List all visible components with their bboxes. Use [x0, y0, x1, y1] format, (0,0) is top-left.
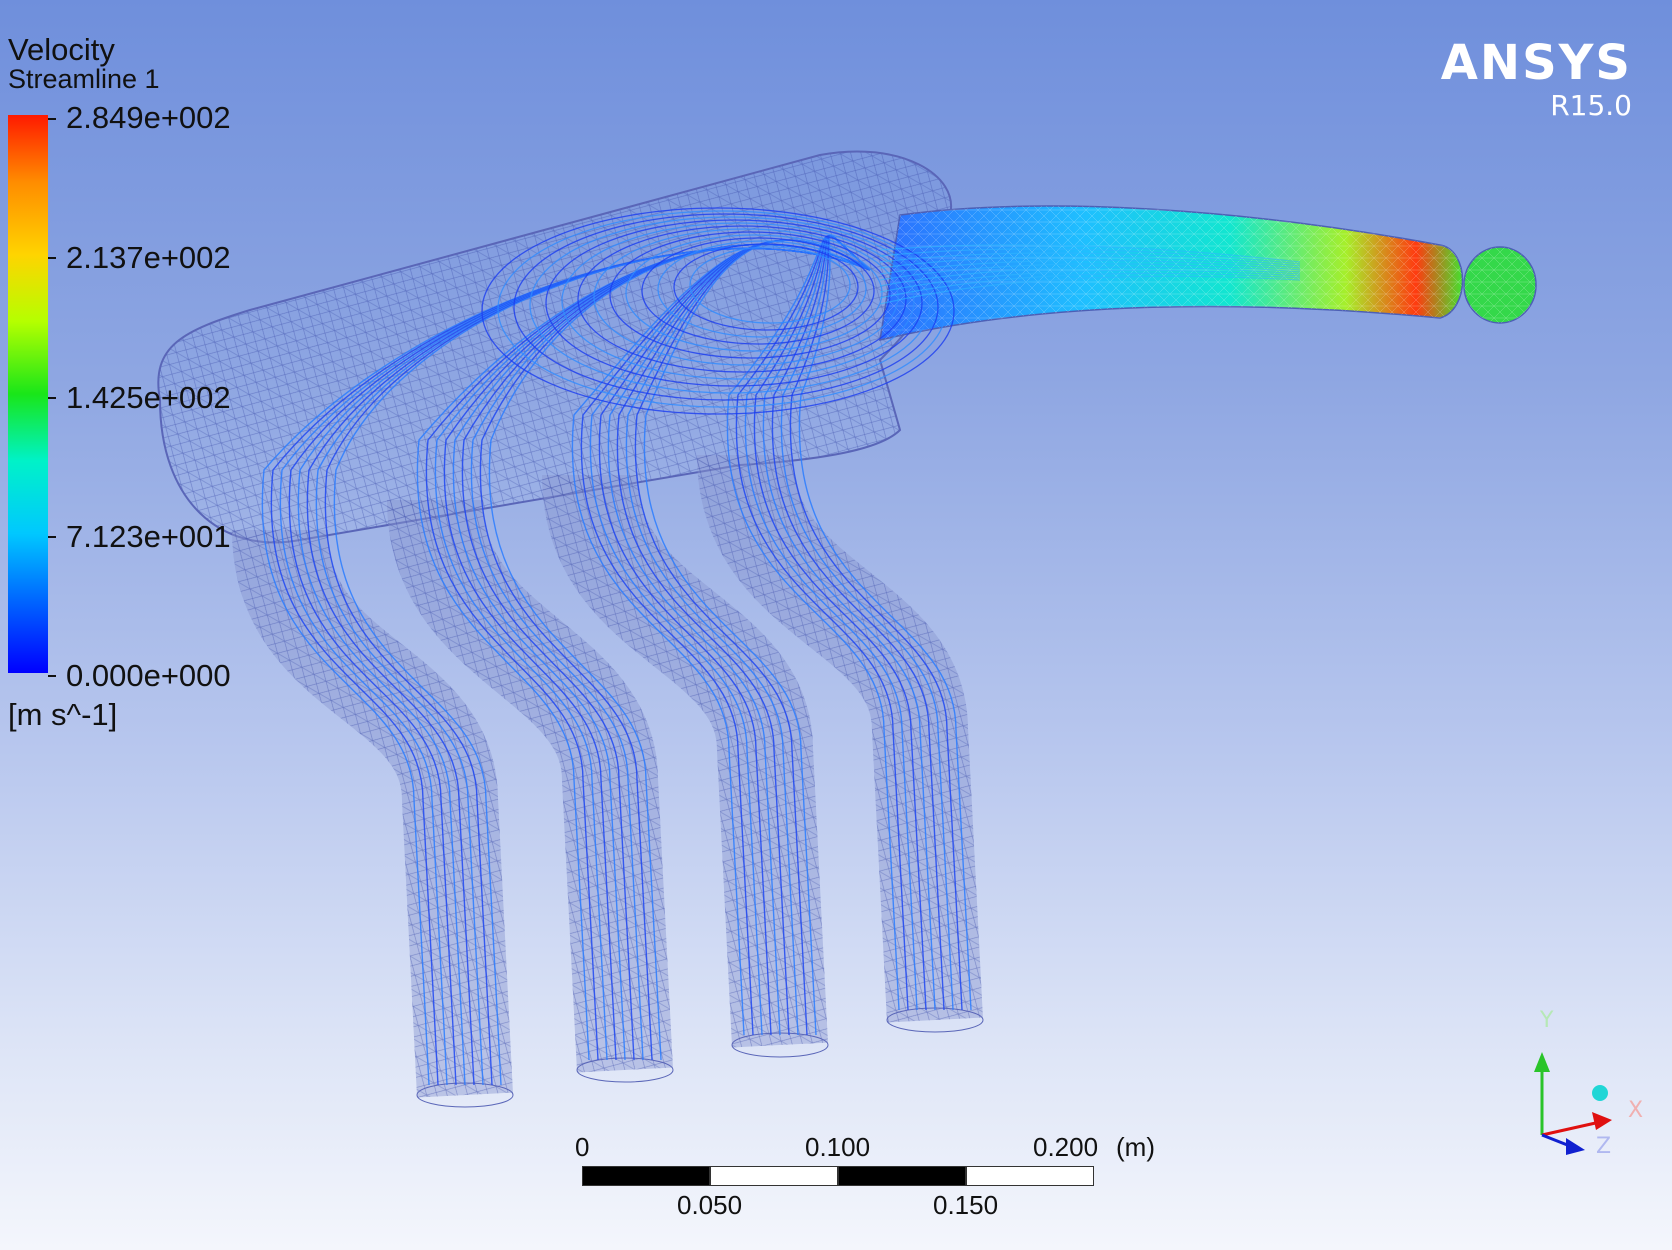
streamline — [879, 263, 1301, 281]
axis-label-y: Y — [1540, 1008, 1554, 1033]
streamline-swirl — [689, 246, 851, 324]
streamline — [879, 269, 1301, 293]
legend-tick-4: 0.000e+000 — [66, 658, 231, 693]
legend-tick-0: 2.849e+002 — [66, 100, 231, 135]
tick-mark — [48, 397, 56, 399]
scale-unit: (m) — [1116, 1132, 1155, 1162]
streamline-swirl — [529, 216, 931, 394]
streamline-swirl — [545, 219, 923, 387]
color-scale-bar — [8, 115, 48, 673]
scale-label-0200: 0.200 — [1033, 1132, 1099, 1162]
streamlines — [261, 207, 1301, 1086]
streamline — [488, 243, 871, 1061]
axis-triad — [1534, 1052, 1612, 1155]
logo-version: R15.0 — [1550, 89, 1632, 122]
streamline — [333, 247, 871, 1086]
streamline-swirl — [673, 243, 859, 331]
streamline — [798, 235, 972, 1011]
streamline-swirl — [561, 222, 915, 380]
streamline — [879, 275, 1301, 305]
streamline-swirl — [497, 210, 947, 408]
streamline — [879, 256, 1301, 269]
streamline-swirl — [657, 240, 867, 338]
tick-mark — [48, 257, 56, 259]
streamline — [879, 248, 1301, 265]
legend-title: Velocity — [8, 32, 115, 67]
legend-subtitle: Streamline 1 — [8, 64, 160, 94]
streamline-swirl — [609, 231, 891, 359]
streamline — [879, 272, 1301, 299]
scale-label-0: 0 — [575, 1132, 590, 1162]
scale-segment — [966, 1166, 1094, 1186]
streamline — [879, 252, 1301, 267]
streamline — [879, 244, 1301, 263]
scale-segment — [582, 1166, 710, 1186]
legend-tick-2: 1.425e+002 — [66, 380, 231, 415]
scale-segment — [710, 1166, 838, 1186]
ansys-logo: ANSYS R15.0 — [1441, 38, 1632, 122]
tick-mark — [48, 536, 56, 538]
streamline-swirl — [593, 228, 899, 366]
scale-label-0050: 0.050 — [677, 1190, 743, 1220]
legend-tick-1: 2.137e+002 — [66, 240, 231, 275]
axis-label-z: Z — [1596, 1134, 1612, 1159]
axis-label-x: X — [1628, 1098, 1644, 1123]
streamline — [879, 266, 1301, 287]
legend-tick-3: 7.123e+001 — [66, 519, 231, 554]
tick-mark — [48, 118, 56, 120]
streamline-swirl — [481, 207, 955, 415]
legend-units: [m s^-1] — [8, 697, 118, 732]
streamline-swirl — [513, 213, 939, 401]
streamline-swirl — [641, 237, 875, 345]
streamline — [879, 259, 1301, 275]
streamline-swirl — [625, 234, 883, 352]
scale-segment — [838, 1166, 966, 1186]
logo-name: ANSYS — [1440, 35, 1632, 91]
tick-mark — [48, 675, 56, 677]
scale-label-0100: 0.100 — [805, 1132, 871, 1162]
scale-label-0150: 0.150 — [933, 1190, 999, 1220]
